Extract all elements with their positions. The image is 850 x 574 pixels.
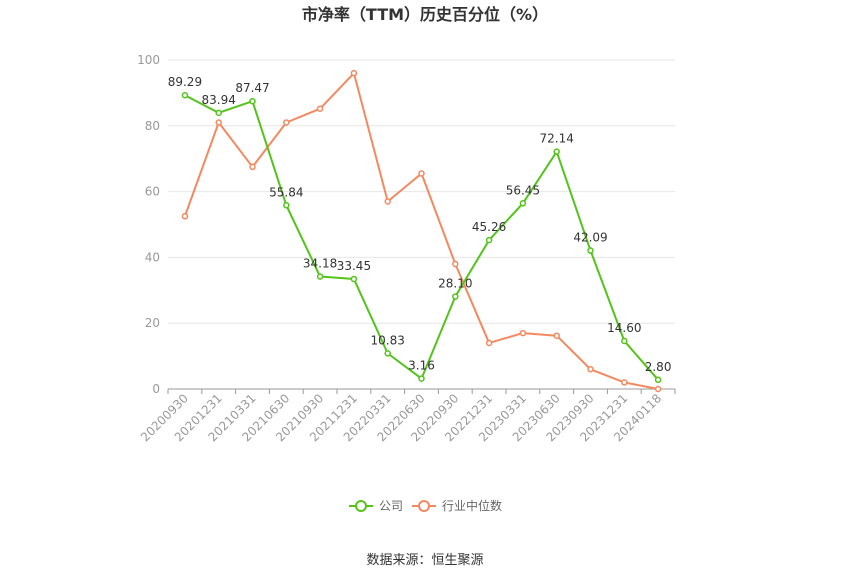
legend-marker bbox=[418, 500, 430, 512]
y-tick-label: 40 bbox=[145, 250, 160, 264]
data-point[interactable] bbox=[350, 69, 358, 77]
y-tick-label: 0 bbox=[152, 382, 160, 396]
data-label: 28.10 bbox=[438, 277, 472, 291]
data-point[interactable] bbox=[553, 148, 560, 155]
data-point[interactable] bbox=[249, 163, 256, 171]
data-point[interactable] bbox=[283, 119, 290, 126]
x-axis: 2020093020201231202103312021063020210930… bbox=[138, 388, 676, 444]
data-point[interactable] bbox=[181, 213, 189, 220]
y-tick-label: 100 bbox=[137, 53, 160, 67]
data-label: 2.80 bbox=[645, 360, 672, 374]
data-point[interactable] bbox=[350, 275, 358, 283]
y-tick-label: 60 bbox=[145, 185, 160, 199]
legend-marker bbox=[355, 500, 367, 512]
data-point[interactable] bbox=[384, 198, 391, 205]
data-point[interactable] bbox=[621, 337, 628, 345]
grid-lines bbox=[168, 59, 675, 324]
data-point[interactable] bbox=[418, 375, 425, 382]
data-point[interactable] bbox=[587, 247, 594, 254]
data-point[interactable] bbox=[181, 91, 189, 99]
data-label: 89.29 bbox=[168, 75, 202, 89]
data-label: 45.26 bbox=[472, 220, 506, 234]
data-label: 55.84 bbox=[269, 185, 303, 199]
data-label: 56.45 bbox=[506, 183, 540, 197]
legend-label: 行业中位数 bbox=[442, 498, 502, 513]
data-point[interactable] bbox=[654, 376, 662, 384]
data-point[interactable] bbox=[283, 202, 290, 209]
data-point[interactable] bbox=[215, 119, 222, 126]
data-label: 83.94 bbox=[202, 93, 236, 107]
legend-item-industry-median[interactable]: 行业中位数 bbox=[412, 498, 502, 513]
data-source-note: 数据来源：恒生聚源 bbox=[366, 553, 483, 568]
data-label: 10.83 bbox=[371, 333, 405, 347]
data-point[interactable] bbox=[249, 97, 256, 105]
data-label: 3.16 bbox=[408, 359, 435, 373]
data-point[interactable] bbox=[485, 339, 493, 347]
y-tick-label: 80 bbox=[145, 119, 160, 133]
data-point[interactable] bbox=[654, 385, 662, 393]
data-point[interactable] bbox=[587, 366, 594, 373]
data-point[interactable] bbox=[452, 260, 459, 268]
legend-item-company[interactable]: 公司 bbox=[349, 499, 403, 513]
data-point[interactable] bbox=[384, 350, 391, 357]
data-point[interactable] bbox=[621, 379, 628, 386]
data-label: 42.09 bbox=[573, 231, 607, 245]
data-point[interactable] bbox=[418, 170, 425, 177]
data-point[interactable] bbox=[519, 200, 527, 207]
y-axis: 0 20 40 60 80 100 bbox=[137, 53, 160, 396]
data-point[interactable] bbox=[553, 332, 560, 339]
data-label: 72.14 bbox=[540, 132, 574, 146]
data-point[interactable] bbox=[452, 293, 459, 300]
data-point[interactable] bbox=[316, 105, 324, 112]
data-point[interactable] bbox=[519, 329, 527, 337]
legend[interactable]: 公司 行业中位数 bbox=[349, 498, 502, 513]
data-label: 87.47 bbox=[235, 81, 269, 95]
chart-title: 市净率（TTM）历史百分位（%） bbox=[302, 5, 548, 24]
y-tick-label: 20 bbox=[145, 316, 160, 330]
legend-label: 公司 bbox=[379, 499, 403, 513]
data-point[interactable] bbox=[215, 109, 222, 117]
data-label: 33.45 bbox=[337, 259, 371, 273]
data-label: 34.18 bbox=[303, 257, 337, 271]
data-point[interactable] bbox=[316, 273, 324, 280]
data-point[interactable] bbox=[485, 236, 493, 244]
data-label: 14.60 bbox=[607, 321, 641, 335]
